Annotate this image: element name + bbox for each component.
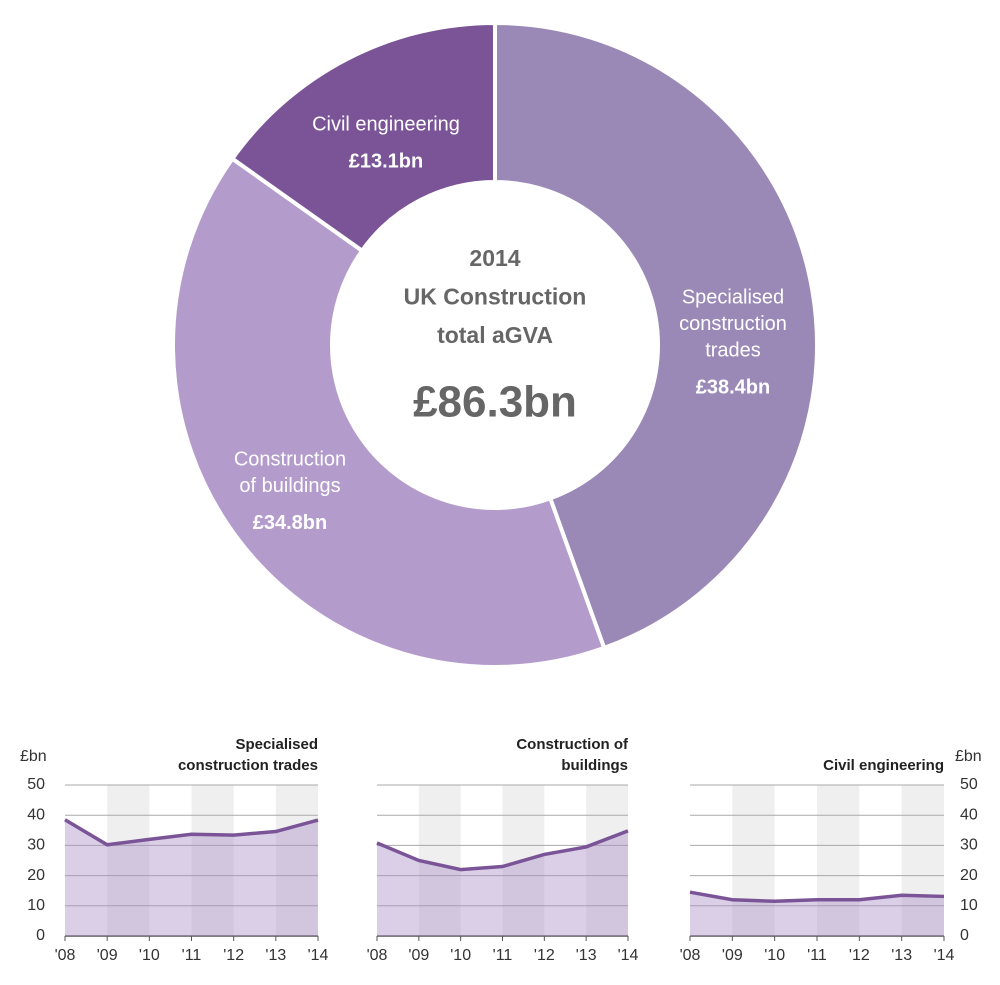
x-tick-label: '14: [308, 947, 329, 964]
center-title: 2014: [469, 245, 520, 271]
x-tick-label: '09: [722, 947, 743, 964]
x-tick-label: '12: [534, 947, 555, 964]
y-tick-label: 10: [27, 897, 45, 914]
x-tick-label: '08: [367, 947, 388, 964]
y-tick-label: 30: [960, 837, 978, 854]
x-tick-label: '11: [182, 947, 202, 964]
y-tick-label: 20: [27, 867, 45, 884]
x-tick-label: '08: [55, 947, 76, 964]
slice-label: trades: [705, 339, 761, 361]
slice-label: construction: [679, 313, 787, 335]
slice-label: Specialised: [682, 286, 784, 308]
slice-label: Civil engineering: [312, 113, 460, 135]
y-tick-label: 0: [36, 927, 45, 944]
area: [377, 830, 628, 936]
y-tick-label: 20: [960, 867, 978, 884]
x-tick-label: '13: [265, 947, 286, 964]
center-title: total aGVA: [437, 322, 553, 348]
x-tick-label: '11: [493, 947, 513, 964]
x-tick-label: '09: [97, 947, 118, 964]
total-label: £86.3bn: [413, 378, 577, 427]
band: [901, 785, 944, 936]
center-title: UK Construction: [404, 284, 587, 310]
chart-title: Construction of: [516, 736, 629, 753]
y-tick-label: 30: [27, 837, 45, 854]
y-tick-label: 0: [960, 927, 969, 944]
value-label: £38.4bn: [696, 376, 770, 398]
x-tick-label: '12: [849, 947, 870, 964]
slice-label: Construction: [234, 448, 346, 470]
x-tick-label: '10: [139, 947, 160, 964]
y-axis-label: £bn: [20, 748, 47, 765]
y-axis-label: £bn: [955, 748, 982, 765]
y-tick-label: 10: [960, 897, 978, 914]
x-tick-label: '12: [223, 947, 244, 964]
line: [64, 818, 319, 847]
slice-label: of buildings: [239, 475, 340, 497]
y-tick-label: 50: [960, 776, 978, 793]
band: [191, 785, 234, 936]
x-tick-label: '14: [618, 947, 639, 964]
line: [689, 890, 945, 904]
chart-title: construction trades: [178, 757, 318, 774]
y-tick-label: 40: [27, 806, 45, 823]
band: [586, 785, 628, 936]
donut-slice: [229, 20, 497, 254]
x-tick-label: '09: [408, 947, 429, 964]
value-label: £13.1bn: [349, 150, 423, 172]
value-label: £34.8bn: [253, 512, 327, 534]
x-tick-label: '13: [891, 947, 912, 964]
band: [275, 785, 318, 936]
x-tick-label: '10: [764, 947, 785, 964]
band: [107, 785, 150, 936]
y-tick-label: 50: [27, 776, 45, 793]
x-tick-label: '13: [576, 947, 597, 964]
x-tick-label: '08: [680, 947, 701, 964]
area: [690, 892, 944, 936]
band: [732, 785, 775, 936]
x-tick-label: '10: [450, 947, 471, 964]
chart-title: Specialised: [235, 736, 318, 753]
y-tick-label: 40: [960, 806, 978, 823]
line: [376, 829, 629, 872]
x-tick-label: '14: [934, 947, 955, 964]
chart-title: Civil engineering: [823, 757, 944, 774]
chart-title: buildings: [561, 757, 628, 774]
donut-slice: [493, 20, 819, 651]
donut-slice: [171, 155, 607, 669]
area: [65, 819, 318, 936]
x-tick-label: '11: [807, 947, 827, 964]
band: [817, 785, 860, 936]
